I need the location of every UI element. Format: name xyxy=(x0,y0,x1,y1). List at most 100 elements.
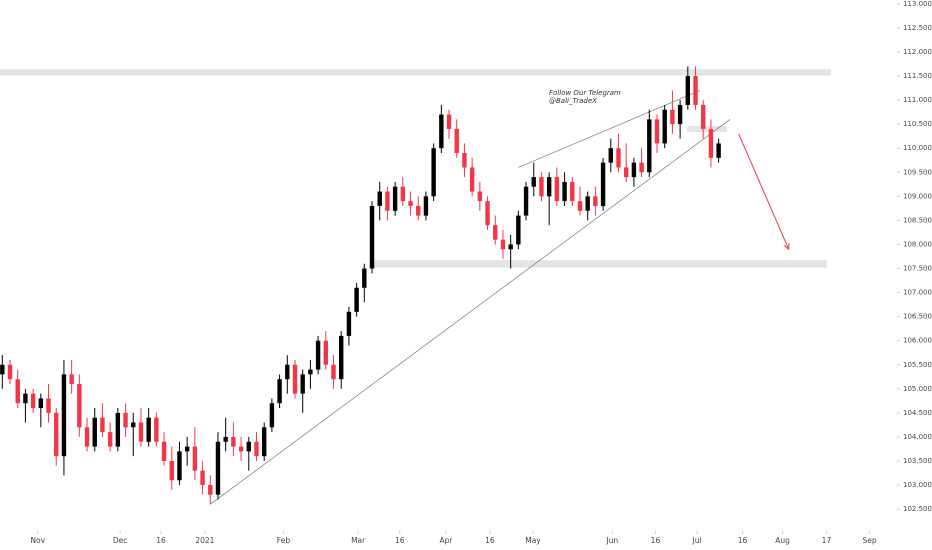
zone xyxy=(687,126,727,132)
x-tick-label: Apr xyxy=(439,536,453,545)
candle-body xyxy=(269,403,275,428)
y-tick-label: 110.500 xyxy=(903,120,932,128)
y-tick-label: 113.000 xyxy=(903,0,932,8)
x-tick-label: Nov xyxy=(30,536,45,545)
candle-body xyxy=(200,470,205,486)
x-tick-label: Sep xyxy=(863,536,877,545)
y-tick-label: 109.000 xyxy=(903,192,932,200)
candle-body xyxy=(331,364,336,380)
x-tick-label: Dec xyxy=(113,536,128,545)
y-tick-label: 102.500 xyxy=(903,505,932,513)
candle-body xyxy=(138,422,144,442)
candle-body xyxy=(377,191,382,206)
trendline xyxy=(518,90,701,168)
candle-body xyxy=(462,153,467,168)
x-tick-label: 16 xyxy=(485,536,495,545)
candle-body xyxy=(146,417,151,442)
candle-body xyxy=(554,177,560,202)
candle-body xyxy=(516,215,521,245)
candle-body xyxy=(523,186,529,216)
candle-body xyxy=(30,393,36,409)
candle-body xyxy=(485,201,490,226)
candle-body xyxy=(177,451,182,481)
candle-body xyxy=(238,446,244,452)
candle-body xyxy=(285,364,290,380)
y-tick-label: 103.000 xyxy=(903,481,932,489)
zone xyxy=(371,260,827,268)
candle-body xyxy=(623,167,629,178)
candle-body xyxy=(647,119,652,173)
y-tick-label: 112.500 xyxy=(903,24,932,32)
candle-body xyxy=(184,446,190,452)
candle-body xyxy=(500,239,506,250)
y-tick-label: 104.500 xyxy=(903,409,932,417)
candle-body xyxy=(493,225,498,240)
y-tick-label: 103.500 xyxy=(903,457,932,465)
y-tick-label: 107.500 xyxy=(903,265,932,273)
y-tick-label: 111.000 xyxy=(903,96,932,104)
y-tick-label: 110.000 xyxy=(903,144,932,152)
candle-body xyxy=(539,177,544,197)
candle-body xyxy=(531,177,536,187)
candle-body xyxy=(600,162,606,206)
candle-body xyxy=(254,441,259,457)
arrow xyxy=(738,133,790,250)
candle-body xyxy=(369,205,375,269)
arrow-head xyxy=(783,243,790,251)
candle-body xyxy=(508,244,513,250)
candle-body xyxy=(439,114,444,149)
candle-body xyxy=(192,446,198,471)
candle-body xyxy=(693,76,698,105)
x-tick-label: 16 xyxy=(156,536,166,545)
candle-body xyxy=(593,196,598,206)
candle-body xyxy=(215,441,221,495)
y-tick-label: 104.000 xyxy=(903,433,932,441)
candle-body xyxy=(107,432,113,447)
candle-body xyxy=(385,191,390,211)
y-tick-label: 105.500 xyxy=(903,361,932,369)
candle-body xyxy=(69,374,74,385)
candle-body xyxy=(292,364,298,394)
candle-body xyxy=(346,311,352,336)
y-tick-label: 112.000 xyxy=(903,48,932,56)
zone xyxy=(0,69,831,76)
candle-body xyxy=(46,398,51,413)
candle-body xyxy=(454,128,459,154)
candle-body xyxy=(123,412,128,428)
candle-body xyxy=(308,369,313,375)
candle-body xyxy=(469,167,475,192)
candle-body xyxy=(23,393,28,404)
candle-body xyxy=(131,422,136,428)
candle-body xyxy=(154,417,159,442)
x-tick-label: 16 xyxy=(651,536,661,545)
candle-body xyxy=(100,417,105,433)
x-tick-label: May xyxy=(525,536,541,545)
candle-body xyxy=(315,340,321,370)
candle-body xyxy=(408,201,413,206)
candle-body xyxy=(54,412,59,457)
candle-body xyxy=(477,191,483,202)
x-tick-label: 16 xyxy=(395,536,405,545)
candle-body xyxy=(670,109,675,125)
candle-body xyxy=(423,196,429,216)
candle-body xyxy=(708,128,714,158)
annotation: @Bali_TradeX xyxy=(549,97,597,105)
candle-body xyxy=(339,335,344,380)
candle-body xyxy=(300,374,305,394)
y-tick-label: 109.500 xyxy=(903,168,932,176)
candle-body xyxy=(639,162,644,173)
y-tick-label: 106.500 xyxy=(903,313,932,321)
candle-body xyxy=(608,148,613,163)
y-tick-label: 111.500 xyxy=(903,72,932,80)
trendline xyxy=(210,119,731,505)
candle-body xyxy=(400,186,406,202)
candle-body xyxy=(231,436,236,447)
candle-body xyxy=(677,104,683,125)
candle-body xyxy=(92,417,97,447)
annotation: Follow Our Telegram xyxy=(549,89,621,97)
candle-body xyxy=(84,427,90,447)
candle-body xyxy=(585,196,590,211)
x-tick-label: Aug xyxy=(775,536,790,545)
candle-body xyxy=(546,177,552,197)
